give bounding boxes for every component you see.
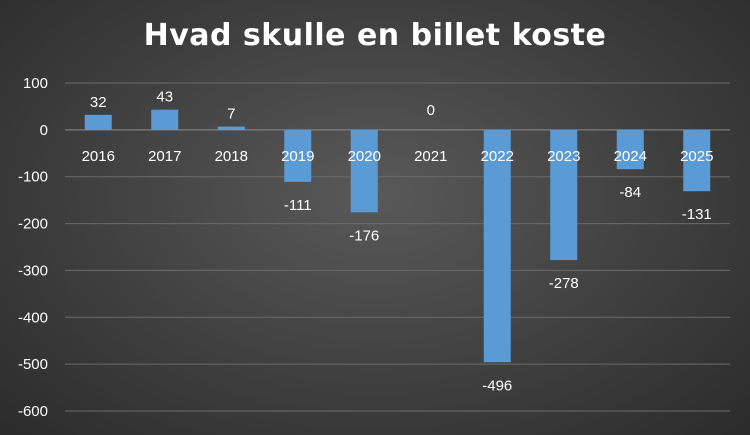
y-tick-label: -600 bbox=[18, 403, 48, 420]
x-tick-label: 2016 bbox=[82, 148, 115, 165]
data-label: -176 bbox=[349, 227, 379, 244]
y-tick-label: -400 bbox=[18, 309, 48, 326]
data-label: -278 bbox=[549, 275, 579, 292]
x-tick-label: 2017 bbox=[148, 148, 181, 165]
data-label: 7 bbox=[227, 106, 235, 123]
bar bbox=[616, 129, 644, 170]
data-label: -131 bbox=[682, 206, 712, 223]
data-label: 43 bbox=[156, 89, 173, 106]
data-label: -84 bbox=[619, 184, 641, 201]
bar bbox=[683, 129, 711, 192]
bar bbox=[217, 126, 245, 130]
x-tick-label: 2024 bbox=[614, 148, 647, 165]
data-label: 32 bbox=[90, 94, 107, 111]
bar bbox=[84, 114, 112, 130]
bar bbox=[284, 129, 312, 182]
y-tick-label: 0 bbox=[40, 122, 48, 139]
x-tick-label: 2025 bbox=[680, 148, 713, 165]
chart-title: Hvad skulle en billet koste bbox=[143, 18, 607, 53]
bar bbox=[350, 129, 378, 213]
x-tick-label: 2023 bbox=[547, 148, 580, 165]
y-tick-label: 100 bbox=[23, 75, 48, 92]
x-tick-label: 2022 bbox=[481, 148, 514, 165]
bar bbox=[550, 129, 578, 261]
bar bbox=[151, 109, 179, 130]
x-tick-label: 2019 bbox=[281, 148, 314, 165]
y-tick-label: -200 bbox=[18, 216, 48, 233]
data-label: 0 bbox=[427, 102, 435, 119]
y-tick-label: -100 bbox=[18, 169, 48, 186]
x-tick-label: 2020 bbox=[348, 148, 381, 165]
data-label: -111 bbox=[284, 197, 312, 214]
y-tick-label: -500 bbox=[18, 356, 48, 373]
y-tick-label: -300 bbox=[18, 262, 48, 279]
x-tick-label: 2018 bbox=[215, 148, 248, 165]
data-label: -496 bbox=[482, 377, 512, 394]
x-tick-label: 2021 bbox=[414, 148, 447, 165]
bar bbox=[483, 129, 511, 363]
